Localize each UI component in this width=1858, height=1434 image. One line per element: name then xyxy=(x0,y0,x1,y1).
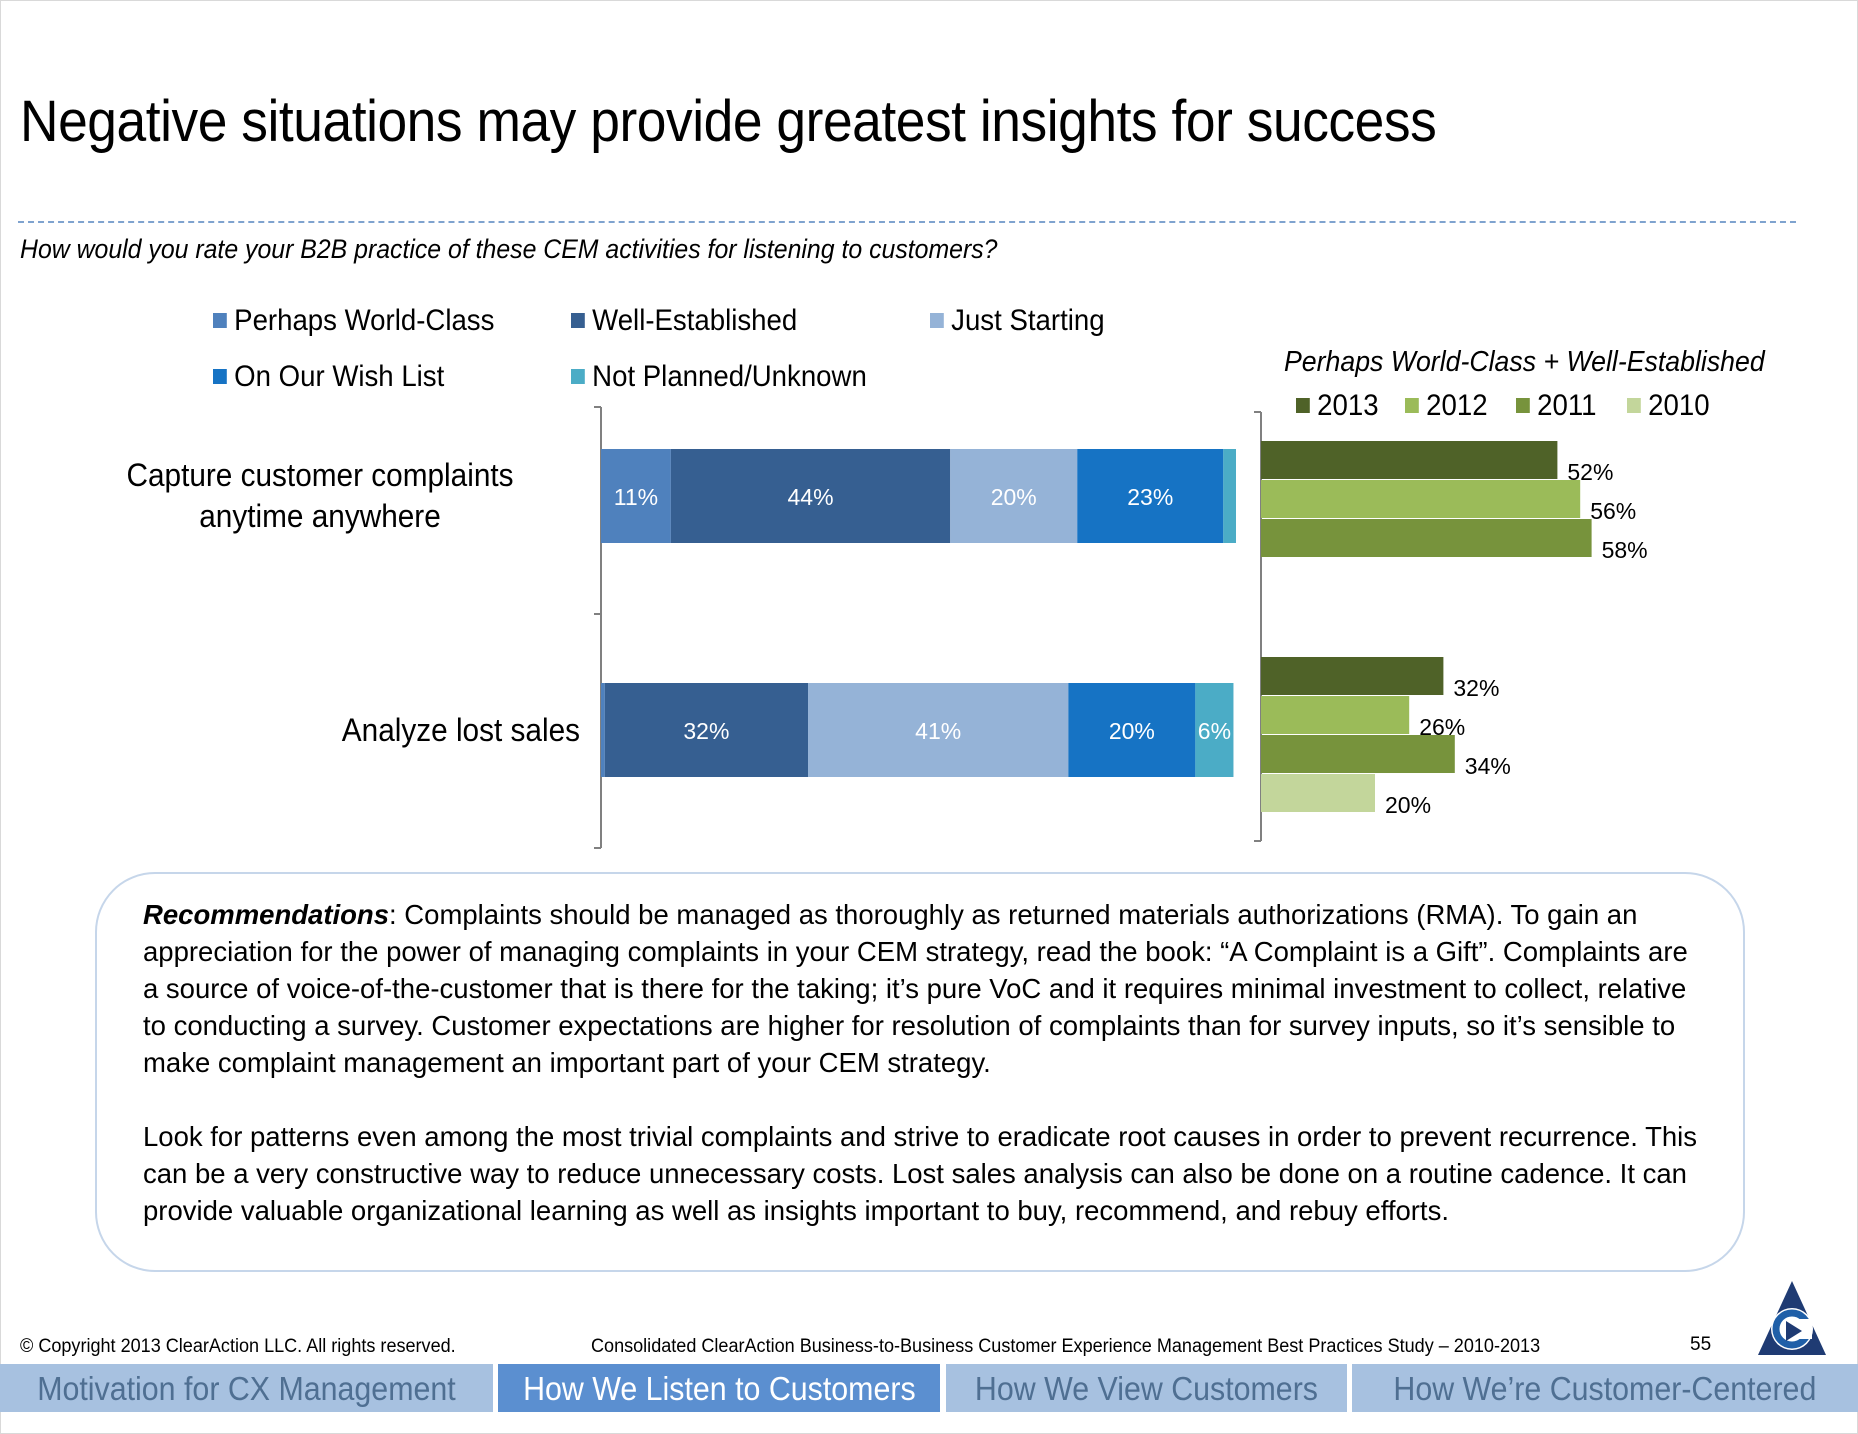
legend-swatch xyxy=(213,313,227,328)
right-chart-title: Perhaps World-Class + Well-Established xyxy=(1284,346,1765,378)
bar-value-label: 20% xyxy=(1385,792,1431,818)
recommendations-paragraph-2: Look for patterns even among the most tr… xyxy=(143,1121,1698,1226)
bar-2010-2 xyxy=(1261,774,1375,812)
legend-label: 2012 xyxy=(1426,389,1488,422)
nav-tab-how-we-listen[interactable]: How We Listen to Customers xyxy=(498,1364,940,1412)
survey-question: How would you rate your B2B practice of … xyxy=(20,234,998,264)
legend-item-well-established: Well-Established xyxy=(571,304,797,338)
legend-label: On Our Wish List xyxy=(234,360,445,393)
category-label-capture-complaints: Capture customer complaints anytime anyw… xyxy=(126,457,514,534)
legend-item-2011: 2011 xyxy=(1516,389,1597,423)
legend-label: Not Planned/Unknown xyxy=(592,360,867,393)
bar-data-label: 41% xyxy=(915,718,961,744)
bar-data-label: 11% xyxy=(614,484,658,510)
legend-label: 2010 xyxy=(1648,389,1710,422)
recommendations-box xyxy=(95,872,1745,1272)
legend-swatch xyxy=(571,313,585,328)
legend-swatch xyxy=(930,313,944,328)
page-number: 55 xyxy=(1690,1334,1712,1355)
legend-item-not-planned-unknown: Not Planned/Unknown xyxy=(571,360,867,394)
bar-value-label: 56% xyxy=(1590,498,1636,524)
legend-swatch xyxy=(1627,398,1641,413)
legend-label: Well-Established xyxy=(592,304,798,337)
bar-2013-2 xyxy=(1261,657,1444,695)
bar-segment-on-our-wish-list-2 xyxy=(1068,683,1196,777)
recommendations-paragraph-1: Recommendations: Complaints should be ma… xyxy=(143,896,1708,1081)
bar-data-label: 20% xyxy=(1109,718,1155,744)
legend-label: Perhaps World-Class xyxy=(234,304,495,337)
bar-charts: 11% 44% 20% 23%32% 41% 20% 6%52%56%58%32%26%34… xyxy=(594,406,1648,849)
section-nav: Motivation for CX Management How We List… xyxy=(0,1364,1858,1412)
category-label-analyze-lost-sales: Analyze lost sales xyxy=(341,712,580,748)
legend-item-perhaps-world-class: Perhaps World-Class xyxy=(213,304,494,338)
bar-data-label: 6% xyxy=(1198,718,1231,744)
bar-segment-perhaps-world-class-2 xyxy=(601,683,605,777)
bar-data-label: 20% xyxy=(991,484,1037,510)
bar-2012-1 xyxy=(1261,480,1581,518)
bar-segment-just-starting-1 xyxy=(950,449,1078,543)
legend-item-on-our-wish-list: On Our Wish List xyxy=(213,360,444,394)
bar-value-label: 32% xyxy=(1453,675,1499,701)
bar-data-label: 32% xyxy=(683,718,729,744)
bar-segment-just-starting-2 xyxy=(808,683,1069,777)
copyright-text: © Copyright 2013 ClearAction LLC. All ri… xyxy=(20,1336,456,1357)
legend-item-2010: 2010 xyxy=(1627,389,1710,423)
legend-swatch xyxy=(1296,398,1310,413)
bar-segment-well-established-2 xyxy=(604,683,809,777)
legend-swatch xyxy=(1516,398,1530,413)
bar-data-label: 23% xyxy=(1127,484,1173,510)
nav-tab-customer-centered[interactable]: How We’re Customer-Centered xyxy=(1352,1364,1858,1412)
legend-swatch xyxy=(571,369,585,384)
bar-segment-well-established-1 xyxy=(670,449,951,543)
clearaction-logo-icon xyxy=(1758,1281,1826,1355)
nav-tab-how-we-view[interactable]: How We View Customers xyxy=(946,1364,1347,1412)
bar-value-label: 34% xyxy=(1465,753,1511,779)
legend-label: 2011 xyxy=(1537,389,1597,422)
legend-item-2013: 2013 xyxy=(1296,389,1379,423)
legend-swatch xyxy=(213,369,227,384)
bar-segment-not-planned-unknown-1 xyxy=(1223,449,1236,543)
recommendations-label: Recommendations xyxy=(143,899,390,930)
bar-segment-perhaps-world-class-1 xyxy=(601,449,671,543)
bar-2011-2 xyxy=(1261,735,1455,773)
title-divider xyxy=(18,221,1796,223)
bar-value-label: 58% xyxy=(1602,537,1648,563)
nav-tab-motivation[interactable]: Motivation for CX Management xyxy=(0,1364,493,1412)
bar-segment-on-our-wish-list-1 xyxy=(1077,449,1224,543)
bar-2013-1 xyxy=(1261,441,1558,479)
recommendations-text: Recommendations: Complaints should be ma… xyxy=(143,896,1708,1229)
legend-item-2012: 2012 xyxy=(1405,389,1488,423)
slide-title: Negative situations may provide greatest… xyxy=(20,89,1437,154)
bar-2012-2 xyxy=(1261,696,1410,734)
bar-data-label: 44% xyxy=(788,484,834,510)
bar-segment-not-planned-unknown-2 xyxy=(1195,683,1234,777)
bar-2011-1 xyxy=(1261,519,1592,557)
legend-label: Just Starting xyxy=(951,304,1105,337)
legend-swatch xyxy=(1405,398,1419,413)
legend-label: 2013 xyxy=(1317,389,1379,422)
recommendations-body-1: : Complaints should be managed as thorou… xyxy=(143,899,1688,1078)
legend-item-just-starting: Just Starting xyxy=(930,304,1105,338)
study-title: Consolidated ClearAction Business-to-Bus… xyxy=(591,1336,1541,1357)
